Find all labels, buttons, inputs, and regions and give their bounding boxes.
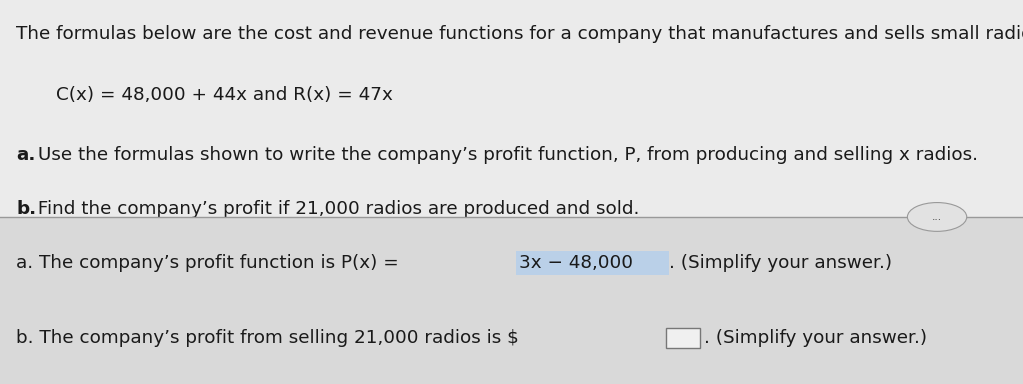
Text: 3x − 48,000: 3x − 48,000 xyxy=(519,254,633,272)
Text: a.: a. xyxy=(16,146,36,164)
Text: a. The company’s profit function is P(x) =: a. The company’s profit function is P(x)… xyxy=(16,254,405,272)
Text: C(x) = 48,000 + 44x and R(x) = 47x: C(x) = 48,000 + 44x and R(x) = 47x xyxy=(56,86,393,104)
FancyBboxPatch shape xyxy=(666,328,700,348)
Text: b.: b. xyxy=(16,200,37,218)
Text: Use the formulas shown to write the company’s profit function, P, from producing: Use the formulas shown to write the comp… xyxy=(33,146,978,164)
Text: . (Simplify your answer.): . (Simplify your answer.) xyxy=(704,329,927,347)
Text: b. The company’s profit from selling 21,000 radios is $: b. The company’s profit from selling 21,… xyxy=(16,329,519,347)
Text: . (Simplify your answer.): . (Simplify your answer.) xyxy=(669,254,892,272)
Text: Find the company’s profit if 21,000 radios are produced and sold.: Find the company’s profit if 21,000 radi… xyxy=(33,200,639,218)
Text: ...: ... xyxy=(932,212,942,222)
FancyBboxPatch shape xyxy=(516,251,669,275)
Text: The formulas below are the cost and revenue functions for a company that manufac: The formulas below are the cost and reve… xyxy=(16,25,1023,43)
Ellipse shape xyxy=(907,203,967,231)
FancyBboxPatch shape xyxy=(0,217,1023,384)
